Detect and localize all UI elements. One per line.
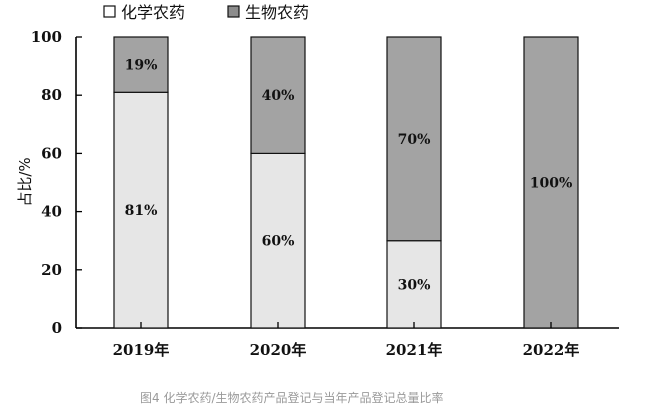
data-label: 70% — [398, 132, 431, 148]
data-label: 30% — [398, 277, 431, 293]
bars: 81%19%60%40%30%70%0%100% — [113, 36, 579, 329]
data-label: 81% — [125, 203, 158, 219]
bar-chemical-0 — [113, 91, 169, 329]
x-tick-label: 2021年 — [386, 341, 443, 359]
bar-biological-1 — [250, 36, 306, 155]
legend: 化学农药 生物农药 — [103, 3, 309, 22]
y-tick-label: 40 — [41, 203, 62, 221]
y-tick-label: 80 — [41, 86, 62, 104]
x-tick-label: 2019年 — [113, 341, 170, 359]
data-label: 40% — [262, 88, 295, 104]
data-label: 100% — [530, 176, 573, 192]
legend-label-chemical: 化学农药 — [121, 3, 185, 22]
y-tick-label: 100 — [31, 28, 62, 46]
legend-label-biological: 生物农药 — [245, 3, 309, 22]
bar-biological-3 — [523, 36, 579, 329]
bar-biological-0 — [113, 36, 169, 93]
x-tick-label: 2020年 — [250, 341, 307, 359]
figure-caption: 图4 化学农药/生物农药产品登记与当年产品登记总量比率 — [140, 390, 444, 405]
y-tick-label: 60 — [41, 144, 62, 162]
data-label: 60% — [262, 234, 295, 250]
y-axis-label: 占比/% — [16, 157, 34, 206]
y-ticks: 0 20 40 60 80 100 — [31, 28, 82, 337]
bar-chemical-1 — [250, 152, 306, 329]
bar-chemical-2 — [386, 240, 442, 329]
y-tick-label: 20 — [41, 261, 62, 279]
y-tick-label: 0 — [52, 319, 62, 337]
bar-biological-2 — [386, 36, 442, 242]
x-tick-labels: 2019年 2020年 2021年 2022年 — [113, 322, 580, 359]
data-label: 19% — [125, 58, 158, 74]
legend-swatch-chemical — [103, 5, 116, 18]
legend-swatch-biological — [227, 5, 240, 18]
x-tick-label: 2022年 — [523, 341, 580, 359]
